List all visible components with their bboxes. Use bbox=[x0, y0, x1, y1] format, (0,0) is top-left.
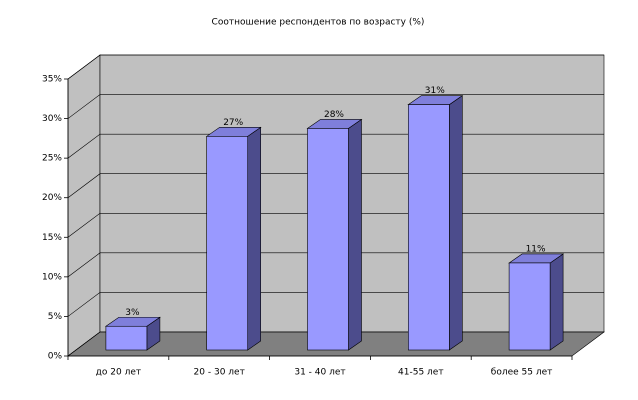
bar bbox=[206, 136, 248, 351]
grid-line bbox=[67, 94, 604, 119]
bar bbox=[508, 262, 551, 351]
value-label: 28% bbox=[324, 110, 344, 120]
y-tick-label: 5% bbox=[48, 312, 63, 322]
y-tick-label: 15% bbox=[42, 233, 62, 243]
y-tick-label: 25% bbox=[42, 154, 62, 164]
bar-side bbox=[247, 126, 262, 351]
y-tick-label: 20% bbox=[42, 193, 62, 203]
bar bbox=[307, 128, 349, 351]
value-label: 27% bbox=[223, 118, 243, 128]
value-label: 3% bbox=[125, 308, 140, 318]
bar-side bbox=[448, 95, 463, 351]
bar bbox=[407, 104, 450, 351]
grid-line bbox=[67, 54, 604, 80]
y-tick-label: 10% bbox=[42, 272, 62, 282]
bar-side bbox=[549, 253, 564, 351]
x-tick-label: до 20 лет bbox=[96, 368, 141, 378]
bar-side bbox=[348, 118, 362, 351]
y-tick-label: 35% bbox=[42, 75, 62, 85]
side-wall bbox=[67, 54, 101, 357]
value-label: 11% bbox=[526, 244, 546, 254]
x-tick-label: 31 - 40 лет bbox=[294, 368, 345, 378]
chart-title: Соотношение респондентов по возрасту (%) bbox=[212, 18, 425, 28]
x-tick-label: более 55 лет bbox=[491, 368, 553, 378]
x-tick-label: 20 - 30 лет bbox=[194, 368, 245, 378]
y-tick-label: 0% bbox=[48, 352, 63, 362]
y-tick-label: 30% bbox=[42, 114, 62, 124]
bar bbox=[105, 325, 148, 351]
value-label: 31% bbox=[425, 86, 445, 96]
x-tick-label: 41-55 лет bbox=[398, 368, 444, 378]
